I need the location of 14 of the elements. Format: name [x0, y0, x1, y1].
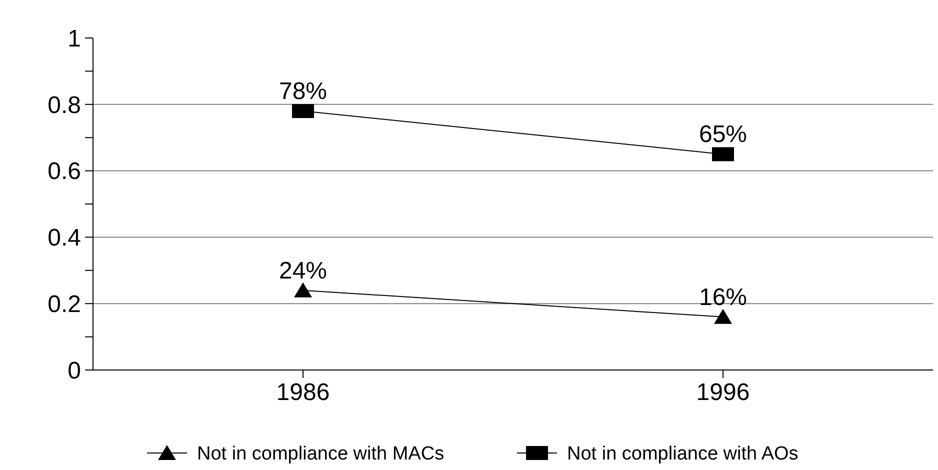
x-tick-label: 1986	[276, 379, 330, 406]
y-tick-label: 1	[68, 25, 81, 52]
y-tick-label: 0.2	[48, 291, 81, 318]
y-tick-label: 0	[68, 357, 81, 384]
data-label: 65%	[698, 121, 748, 148]
data-label: 78%	[278, 78, 328, 106]
legend-label: Not in compliance with AOs	[567, 444, 798, 465]
y-tick-label: 0.4	[48, 224, 81, 252]
y-tick-label: 0.8	[48, 92, 81, 119]
legend-label: Not in compliance with MACs	[197, 444, 444, 465]
data-label: 24%	[278, 257, 328, 284]
y-tick-label: 0.6	[48, 158, 81, 186]
data-label: 16%	[698, 284, 748, 311]
x-tick-label: 1996	[696, 379, 750, 406]
